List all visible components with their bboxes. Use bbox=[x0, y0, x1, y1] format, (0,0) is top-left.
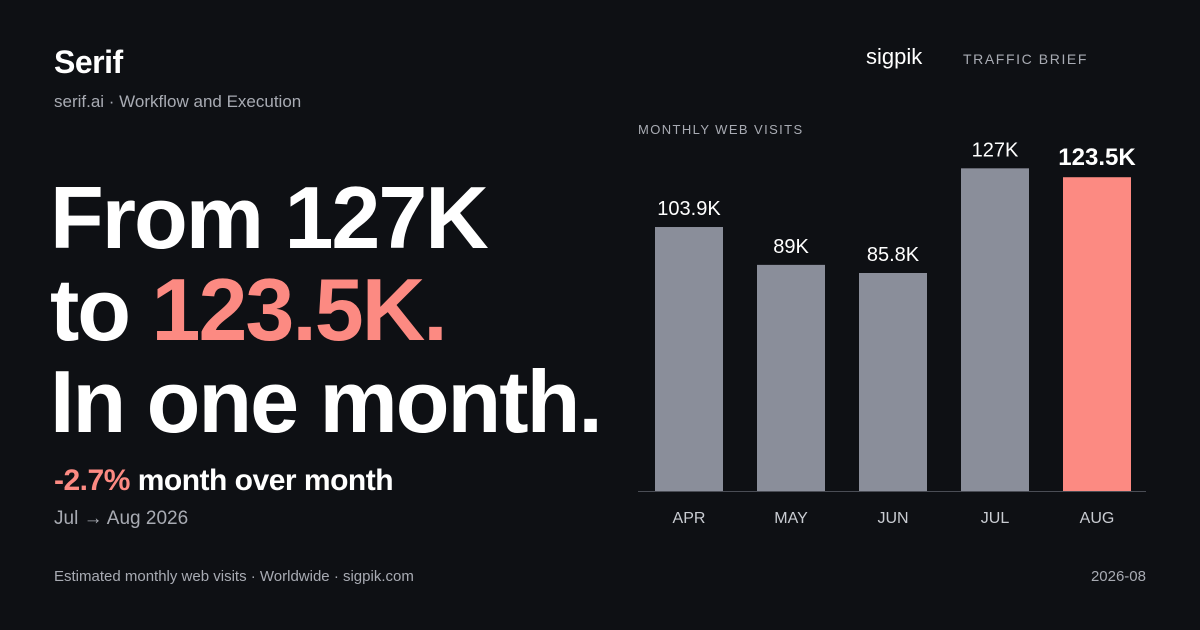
headline-line-3: In one month. bbox=[50, 352, 603, 451]
headline: From 127K to 123.5K. In one month. bbox=[50, 168, 603, 451]
source-logo: sigpik bbox=[866, 44, 923, 69]
brand-name: Serif bbox=[54, 44, 123, 80]
source-tag: TRAFFIC BRIEF bbox=[963, 51, 1089, 67]
change-period: Jul → Aug 2026 bbox=[54, 508, 189, 529]
chart-title: MONTHLY WEB VISITS bbox=[638, 122, 804, 137]
brand-subtitle: serif.ai · Workflow and Execution bbox=[54, 92, 302, 111]
footer-note: Estimated monthly web visits · Worldwide… bbox=[54, 568, 414, 585]
value-label-may: 89K bbox=[773, 236, 809, 258]
headline-line-2-prefix: to bbox=[50, 260, 152, 359]
tick-label-jul: JUL bbox=[981, 510, 1010, 527]
tick-label-apr: APR bbox=[673, 510, 706, 527]
change-percent: -2.7% bbox=[54, 464, 130, 497]
bar-aug bbox=[1063, 177, 1131, 492]
tick-label-jun: JUN bbox=[877, 510, 908, 527]
footer-date: 2026-08 bbox=[1090, 568, 1146, 585]
headline-line-2: to 123.5K. bbox=[50, 264, 601, 356]
change-summary: -2.7% month over month bbox=[54, 464, 394, 498]
bar-may bbox=[757, 264, 825, 491]
value-label-aug: 123.5K bbox=[1058, 144, 1136, 171]
bar-jun bbox=[859, 273, 927, 491]
bar-apr bbox=[655, 227, 723, 492]
headline-line-1: From 127K bbox=[50, 168, 489, 267]
value-label-apr: 103.9K bbox=[657, 198, 721, 220]
headline-accent-value: 123.5K. bbox=[151, 260, 448, 359]
change-text: month over month bbox=[129, 464, 394, 497]
value-label-jun: 85.8K bbox=[867, 244, 920, 266]
tick-label-may: MAY bbox=[774, 510, 808, 527]
value-label-jul: 127K bbox=[972, 139, 1019, 161]
tick-label-aug: AUG bbox=[1080, 510, 1115, 527]
bar-jul bbox=[961, 168, 1029, 491]
